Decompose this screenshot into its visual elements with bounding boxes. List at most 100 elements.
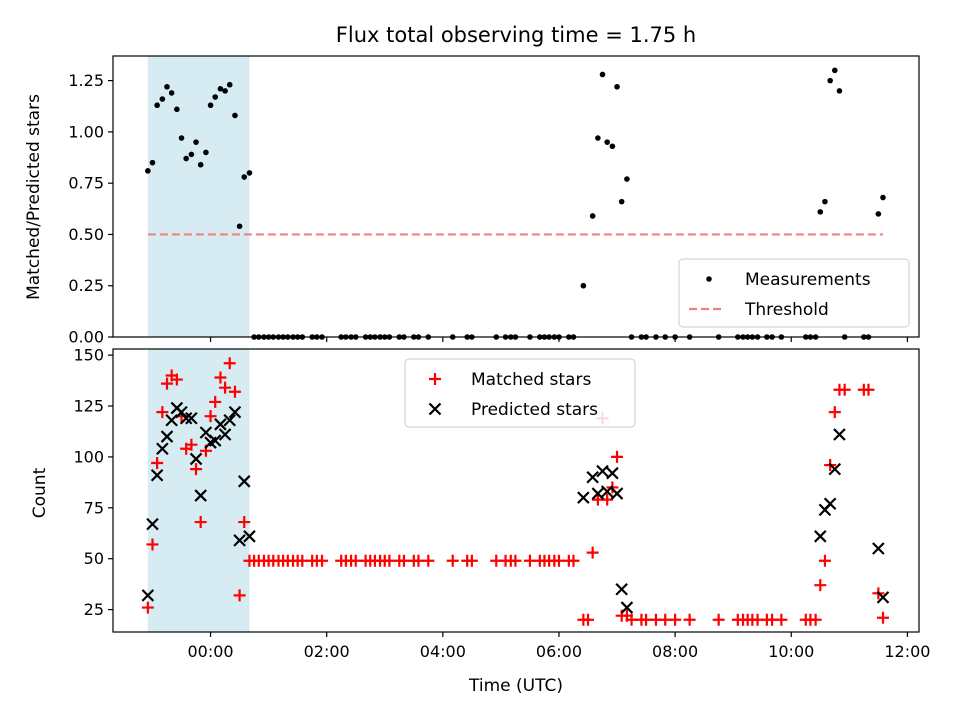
x-tick-label: 06:00 [536, 642, 582, 661]
data-point [207, 102, 214, 109]
legend-label: Measurements [745, 270, 871, 290]
data-point [141, 601, 154, 614]
data-point [228, 405, 242, 419]
data-point [197, 161, 204, 168]
data-point [170, 373, 183, 386]
data-point [827, 77, 833, 84]
data-point [150, 468, 164, 482]
data-point [236, 223, 243, 230]
data-point [154, 102, 160, 109]
data-point [174, 106, 180, 113]
data-point [862, 383, 875, 396]
data-point [238, 516, 251, 529]
data-point [159, 96, 166, 102]
data-point [580, 282, 587, 289]
data-point [775, 613, 788, 626]
data-point [600, 485, 614, 498]
data-point [872, 542, 885, 555]
x-axis-label: Time (UTC) [468, 676, 563, 696]
legend-box [404, 358, 636, 428]
data-point [446, 554, 459, 567]
data-point [828, 462, 842, 476]
y-tick-label: 0.50 [68, 225, 104, 244]
data-point [818, 554, 831, 567]
x-tick-label: 12:00 [884, 642, 930, 661]
data-point [212, 94, 219, 100]
x-tick-label: 00:00 [188, 642, 234, 661]
x-tick-label: 08:00 [652, 642, 698, 661]
data-point [624, 176, 630, 182]
y-tick-label: 125 [73, 397, 104, 416]
data-point [604, 139, 610, 145]
data-point [609, 143, 616, 150]
data-point [422, 554, 435, 567]
data-point [218, 428, 232, 441]
data-point [146, 517, 159, 531]
legend-swatch [428, 402, 442, 416]
data-point [589, 213, 596, 219]
data-point [141, 589, 155, 602]
plot-frame [112, 55, 920, 338]
data-point [223, 413, 236, 427]
data-point [223, 357, 236, 370]
series-measurements [145, 67, 886, 340]
data-point [241, 174, 248, 180]
data-point [233, 589, 246, 602]
data-point [194, 489, 207, 502]
data-point [156, 442, 169, 456]
data-point [836, 88, 843, 94]
series-predicted-stars [141, 401, 890, 614]
data-point [185, 438, 198, 451]
data-point [586, 546, 599, 559]
data-point [620, 601, 634, 614]
data-point [601, 493, 614, 506]
data-point [876, 611, 889, 624]
x-tick-label: 02:00 [304, 642, 350, 661]
data-point [833, 428, 846, 441]
data-point [189, 452, 203, 466]
data-point [614, 83, 620, 90]
data-point [809, 613, 822, 626]
data-point [226, 81, 233, 88]
data-point [838, 383, 851, 396]
bottom-y-axis-label: Count [30, 467, 50, 518]
data-point [509, 554, 522, 567]
legend-label: Predicted stars [471, 400, 598, 420]
data-point [165, 413, 178, 427]
data-point [591, 487, 605, 500]
data-point [669, 613, 682, 626]
top-panel: 0.00 0.25 0.50 0.75 1.00 1.25 Measurements Thre… [68, 55, 920, 347]
legend: Matched stars Predicted stars [404, 358, 636, 428]
data-point [831, 67, 838, 74]
legend-label: Threshold [744, 300, 829, 320]
legend-label: Matched stars [471, 370, 591, 390]
data-point [567, 554, 580, 567]
y-tick-label: 75 [84, 498, 104, 517]
data-point [817, 209, 824, 215]
data-point [178, 135, 185, 141]
chart-title: Flux total observing time = 1.75 h [336, 23, 696, 47]
data-point [203, 149, 209, 156]
data-point [595, 135, 601, 141]
data-point [232, 112, 238, 119]
legend: Measurements Threshold [678, 258, 910, 328]
data-point [683, 613, 696, 626]
data-point [577, 491, 590, 504]
series-matched-stars [141, 357, 889, 626]
data-point [618, 198, 625, 205]
data-point [237, 475, 251, 488]
y-tick-label: 0.00 [68, 328, 104, 347]
data-point [188, 151, 195, 158]
data-point [160, 430, 174, 443]
data-point [183, 155, 189, 162]
y-tick-label: 1.00 [68, 122, 104, 141]
data-point [214, 371, 227, 384]
x-tick-label: 10:00 [768, 642, 814, 661]
legend-box [678, 258, 910, 328]
data-point [222, 88, 228, 94]
data-point [233, 534, 246, 547]
data-point [880, 194, 886, 201]
data-point [822, 198, 828, 205]
data-point [876, 591, 890, 604]
